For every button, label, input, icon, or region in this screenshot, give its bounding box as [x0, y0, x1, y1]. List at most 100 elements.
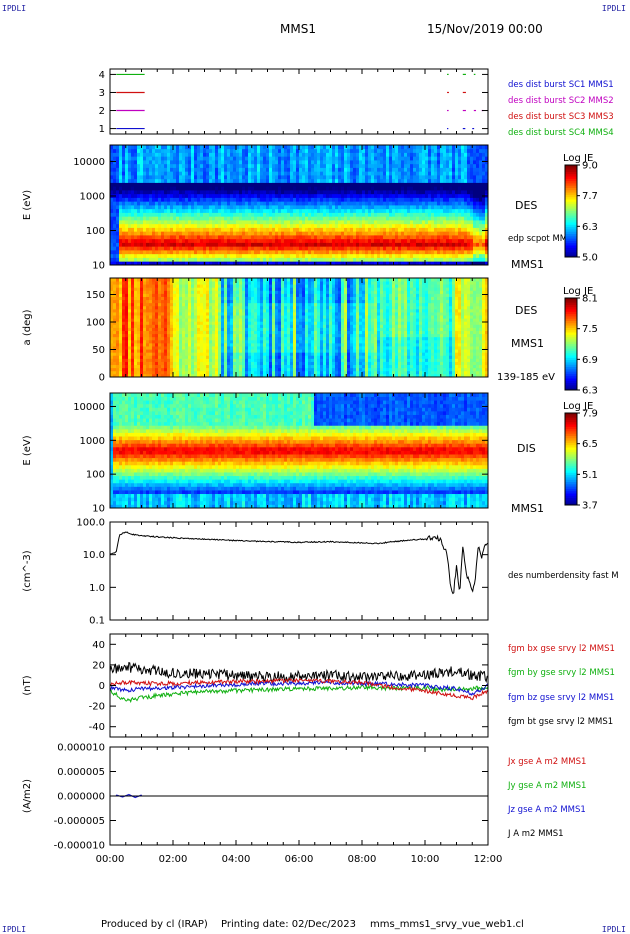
spectrogram-cell [230, 231, 234, 236]
spectrogram-cell [119, 257, 123, 262]
spectrogram-cell [182, 205, 186, 210]
spectrogram-cell [401, 156, 405, 161]
spectrogram-cell [113, 287, 117, 291]
spectrogram-cell [350, 152, 354, 157]
spectrogram-cell [464, 201, 468, 206]
spectrogram-cell [473, 246, 477, 251]
spectrogram-cell [350, 178, 354, 183]
spectrogram-cell [395, 152, 399, 157]
spectrogram-cell [149, 293, 153, 297]
spectrogram-cell [215, 216, 219, 221]
spectrogram-cell [419, 186, 423, 191]
spectrogram-cell [452, 201, 456, 206]
spectrogram-cell [293, 190, 297, 195]
spectrogram-cell [260, 160, 264, 165]
spectrogram-cell [311, 160, 315, 165]
spectrogram-cell [236, 182, 240, 187]
spectrogram-cell [368, 257, 372, 262]
spectrogram-cell [110, 220, 114, 225]
spectrogram-cell [368, 212, 372, 217]
spectrogram-cell [395, 156, 399, 161]
spectrogram-cell [194, 208, 198, 213]
spectrogram-cell [116, 250, 120, 255]
spectrogram-cell [134, 167, 138, 172]
spectrogram-cell [188, 145, 192, 150]
spectrogram-cell [353, 190, 357, 195]
spectrogram-cell [383, 201, 387, 206]
spectrogram-cell [407, 201, 411, 206]
spectrogram-cell [365, 205, 369, 210]
spectrogram-cell [272, 223, 276, 228]
spectrogram-cell [119, 178, 123, 183]
spectrogram-cell [353, 145, 357, 150]
spectrogram-cell [251, 253, 255, 258]
spectrogram-cell [260, 182, 264, 187]
spectrogram-cell [272, 178, 276, 183]
spectrogram-cell [155, 178, 159, 183]
spectrogram-cell [233, 246, 237, 251]
spectrogram-cell [365, 175, 369, 180]
spectrogram-cell [329, 178, 333, 183]
spectrogram-cell [482, 216, 486, 221]
spectrogram-cell [170, 299, 174, 304]
spectrogram-cell [470, 201, 474, 206]
spectrogram-cell [110, 342, 114, 347]
spectrogram-cell [452, 205, 456, 210]
spectrogram-cell [470, 216, 474, 221]
spectrogram-cell [110, 370, 114, 375]
spectrogram-cell [164, 197, 168, 202]
spectrogram-cell [158, 290, 162, 294]
spectrogram-cell [167, 327, 171, 331]
spectrogram-cell [215, 190, 219, 195]
spectrogram-cell [200, 223, 204, 228]
spectrogram-cell [389, 205, 393, 210]
spectrogram-cell [134, 299, 138, 304]
spectrogram-cell [194, 246, 198, 251]
spectrogram-cell [188, 261, 192, 266]
spectrogram-cell [167, 305, 171, 310]
spectrogram-cell [272, 250, 276, 255]
spectrogram-cell [395, 193, 399, 198]
spectrogram-cell [149, 148, 153, 153]
spectrogram-cell [341, 227, 345, 232]
spectrogram-cell [170, 212, 174, 217]
spectrogram-cell [161, 152, 165, 157]
spectrogram-cell [146, 223, 150, 228]
spectrogram-cell [275, 223, 279, 228]
spectrogram-cell [230, 145, 234, 150]
spectrogram-cell [233, 257, 237, 262]
spectrogram-cell [167, 336, 171, 341]
spectrogram-cell [299, 261, 303, 266]
spectrogram-cell [485, 208, 489, 213]
spectrogram-cell [230, 212, 234, 217]
spectrogram-cell [134, 352, 138, 356]
spectrogram-cell [386, 171, 390, 176]
spectrogram-cell [308, 171, 312, 176]
spectrogram-cell [173, 312, 177, 316]
spectrogram-cell [200, 186, 204, 191]
spectrogram-cell [215, 238, 219, 243]
spectrogram-cell [389, 171, 393, 176]
spectrogram-cell [191, 250, 195, 255]
spectrogram-cell [161, 246, 165, 251]
spectrogram-cell [368, 238, 372, 243]
spectrogram-cell [275, 163, 279, 168]
spectrogram-cell [188, 182, 192, 187]
spectrogram-cell [143, 201, 147, 206]
spectrogram-cell [194, 201, 198, 206]
spectrogram-cell [464, 250, 468, 255]
spectrogram-cell [437, 160, 441, 165]
spectrogram-cell [389, 152, 393, 157]
spectrogram-cell [389, 216, 393, 221]
spectrogram-cell [152, 284, 156, 288]
spectrogram-cell [257, 152, 261, 157]
spectrogram-cell [212, 160, 216, 165]
spectrogram-cell [314, 238, 318, 243]
spectrogram-cell [137, 312, 141, 316]
spectrogram-cell [404, 190, 408, 195]
spectrogram-cell [173, 190, 177, 195]
spectrogram-cell [254, 145, 258, 150]
spectrogram-cell [401, 235, 405, 240]
spectrogram-cell [320, 182, 324, 187]
spectrogram-cell [230, 235, 234, 240]
